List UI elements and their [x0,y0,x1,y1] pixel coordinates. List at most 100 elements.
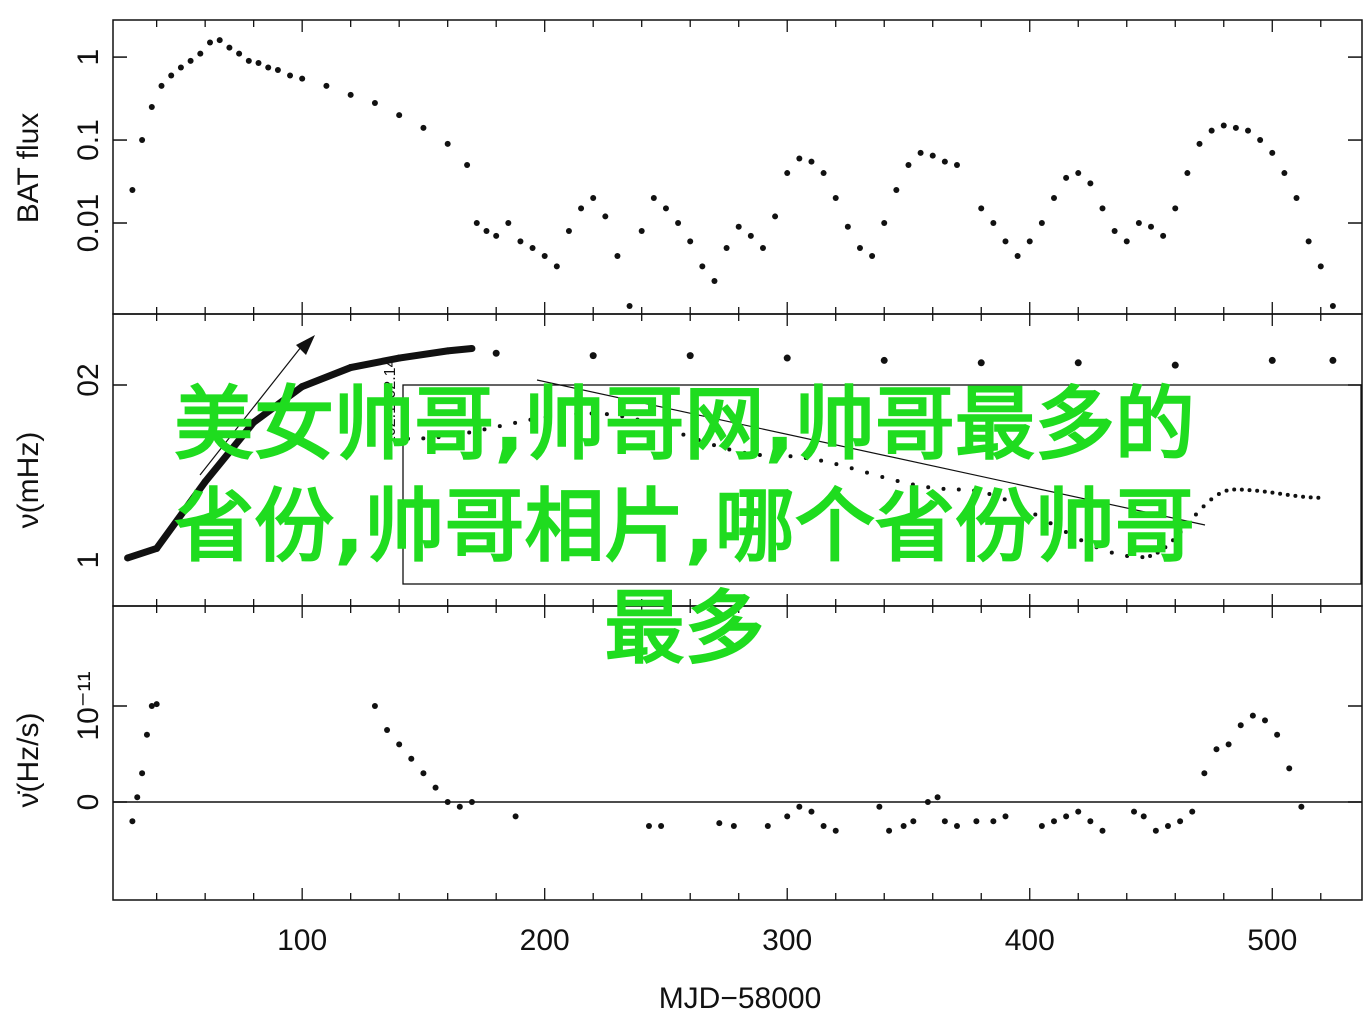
data-point [772,213,779,220]
inset-data-point [1216,492,1221,497]
data-point [1177,818,1184,825]
data-point [973,818,980,825]
data-point [730,823,737,829]
inset-data-point [1293,493,1298,498]
data-point [589,352,597,360]
data-point [1201,770,1208,777]
inset-tick-label: 102.14 [382,358,399,407]
inset-data-point [451,433,456,438]
inset-data-point [1140,555,1145,560]
data-point [396,741,403,748]
data-point [832,195,839,202]
data-point [1329,302,1336,309]
data-point [759,244,766,251]
data-point [565,228,572,235]
data-point [934,794,941,801]
data-point [953,162,960,169]
data-point [396,112,403,119]
inset-data-point [497,424,502,429]
data-point [265,64,272,71]
data-point [1050,818,1057,825]
inset-data-point [1079,538,1084,543]
arrow-line [199,341,306,476]
inset-data-point [589,411,594,416]
x-tick-label: 200 [520,924,570,957]
data-point [614,253,621,260]
data-point [143,731,150,738]
data-point [844,223,851,230]
data-point [1220,122,1227,129]
data-point [662,205,669,212]
data-point [893,186,900,193]
inset-data-point [1018,504,1022,509]
inset-data-point [1247,488,1252,493]
data-point [236,50,243,57]
inset-data-point [482,427,487,432]
inset-data-point [1125,553,1130,558]
inset-data-point [1232,487,1237,492]
data-point [880,356,888,364]
data-point [473,220,480,227]
data-point [148,104,155,111]
data-point [1172,205,1179,212]
data-point [197,50,204,57]
data-point [1196,140,1203,147]
inset-data-point [1262,489,1267,494]
y-tick-label: 02 [72,363,105,396]
inset-data-point [895,479,900,484]
data-point [1317,263,1324,270]
data-point [1075,170,1082,177]
inset-data-point [436,435,441,440]
data-point [1305,238,1312,245]
data-point [1152,827,1159,834]
y-axis-title: ν̇(Hz/s) [12,713,45,808]
data-point [723,244,730,251]
inset-data-point [712,443,716,448]
data-point [139,770,146,777]
data-point [747,232,754,239]
data-point [590,195,597,202]
data-point [990,818,997,825]
data-point [796,803,803,810]
x-tick-label: 100 [277,924,327,957]
data-point [1063,813,1070,820]
inset-frame [402,384,1362,585]
inset-data-point [604,412,609,417]
inset-data-point [1316,495,1321,500]
data-point [371,99,378,106]
inset-data-point [849,466,854,471]
data-point [578,205,585,212]
data-point [1213,746,1220,753]
data-point [917,149,924,156]
data-point [876,803,883,810]
data-point [941,158,948,165]
data-point [1075,808,1082,815]
data-point [820,823,827,829]
data-point [187,57,194,64]
data-point [1160,232,1167,239]
inset-data-point [1163,545,1168,550]
data-point [512,813,519,820]
inset-data-point [1224,488,1229,493]
inset-data-point [421,436,426,441]
x-tick-label: 500 [1247,924,1297,957]
data-point [493,232,500,239]
inset-data-point [865,470,869,475]
data-point [148,703,155,709]
data-point [420,124,427,131]
data-point [299,75,306,82]
data-point [420,770,427,777]
inset-data-point [1033,512,1038,517]
series-line [126,345,473,562]
data-point [978,205,985,212]
data-point [990,220,997,227]
data-point [1131,808,1138,815]
inset-data-point [1148,553,1153,558]
data-point [1184,170,1191,177]
inset-data-point [1063,530,1068,535]
data-point [371,703,378,709]
data-point [1208,127,1215,134]
data-point [784,170,791,177]
data-point [139,137,146,144]
